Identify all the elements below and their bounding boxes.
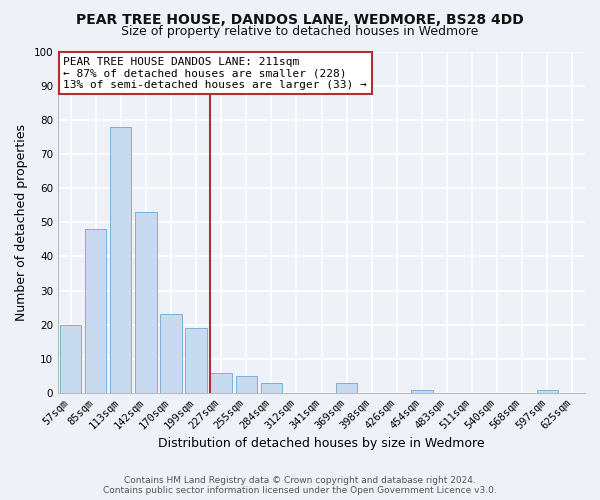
Text: PEAR TREE HOUSE DANDOS LANE: 211sqm
← 87% of detached houses are smaller (228)
1: PEAR TREE HOUSE DANDOS LANE: 211sqm ← 87… (64, 56, 367, 90)
Bar (160, 314, 182, 393)
Bar (110, 126, 131, 393)
Text: PEAR TREE HOUSE, DANDOS LANE, WEDMORE, BS28 4DD: PEAR TREE HOUSE, DANDOS LANE, WEDMORE, B… (76, 12, 524, 26)
Bar (536, 390, 558, 393)
Bar (85, 229, 106, 393)
Bar (236, 376, 257, 393)
Text: Size of property relative to detached houses in Wedmore: Size of property relative to detached ho… (121, 25, 479, 38)
Bar (60, 324, 81, 393)
Bar (411, 390, 433, 393)
Bar (211, 372, 232, 393)
Y-axis label: Number of detached properties: Number of detached properties (15, 124, 28, 320)
Text: Contains HM Land Registry data © Crown copyright and database right 2024.
Contai: Contains HM Land Registry data © Crown c… (103, 476, 497, 495)
Bar (260, 383, 282, 393)
Bar (336, 383, 357, 393)
Bar (185, 328, 207, 393)
X-axis label: Distribution of detached houses by size in Wedmore: Distribution of detached houses by size … (158, 437, 485, 450)
Bar (135, 212, 157, 393)
